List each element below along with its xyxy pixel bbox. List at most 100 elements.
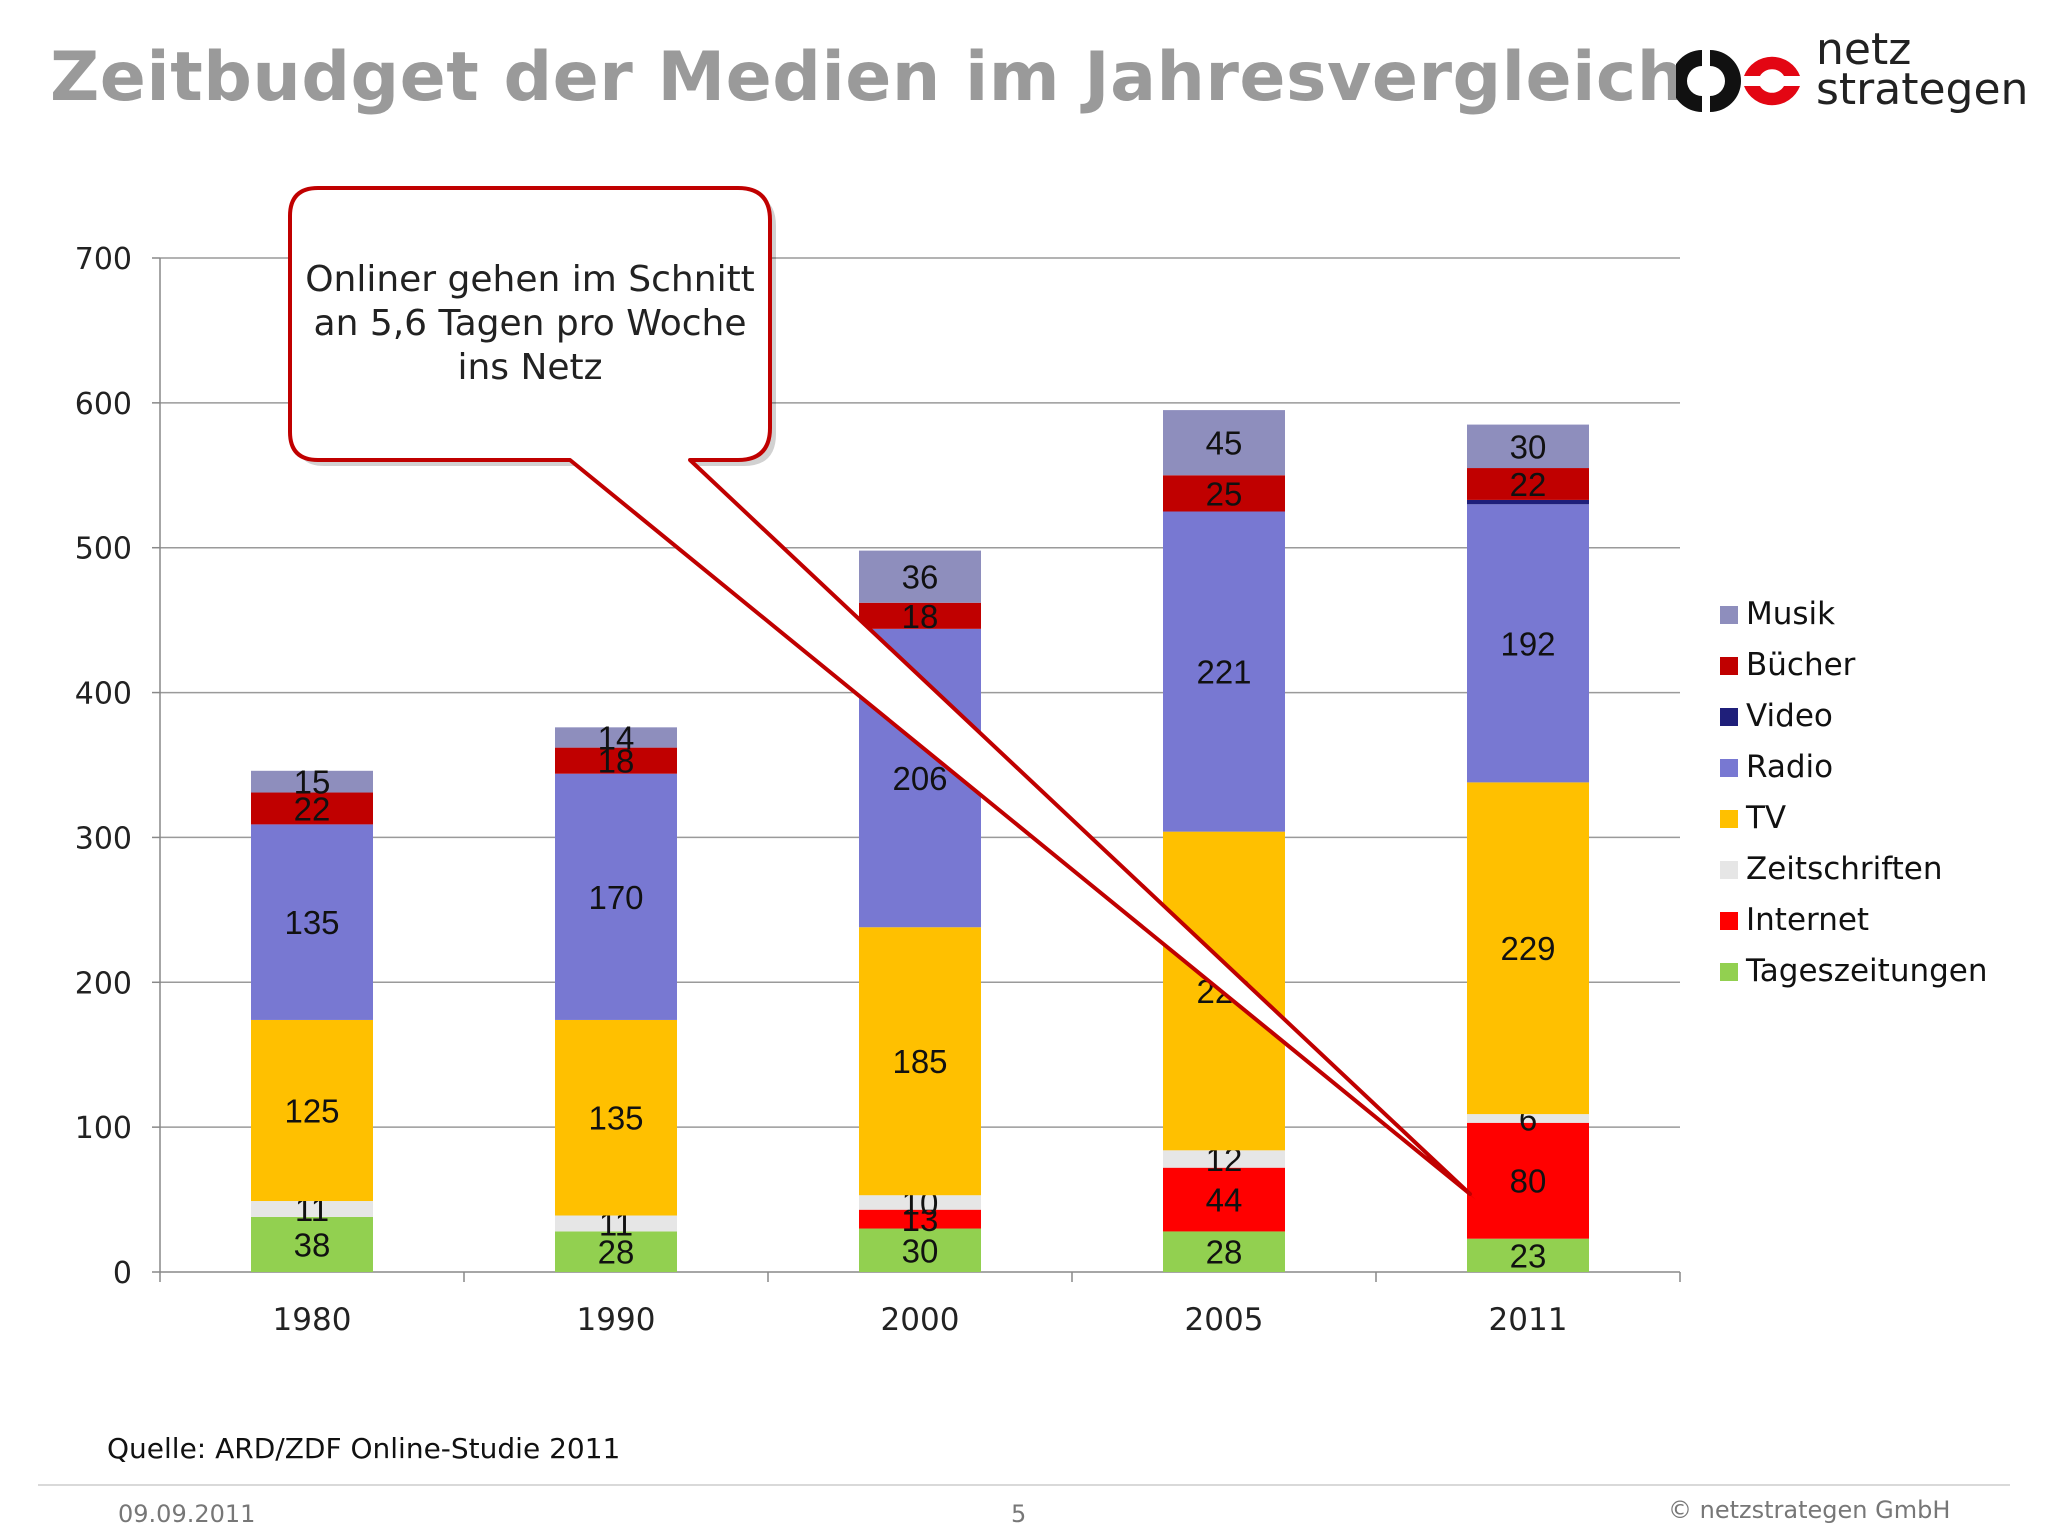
bar-radio-1980 xyxy=(251,824,373,1020)
legend-swatch xyxy=(1720,708,1738,726)
data-label: 28 xyxy=(1206,1234,1243,1271)
data-label: 135 xyxy=(588,1100,643,1137)
legend-label: Musik xyxy=(1746,596,1835,632)
logo-line1: netz xyxy=(1816,24,1912,75)
legend-label: Zeitschriften xyxy=(1746,851,1943,887)
legend-label: Tageszeitungen xyxy=(1745,953,1988,989)
data-label: 221 xyxy=(1196,654,1251,691)
page-title: Zeitbudget der Medien im Jahresvergleich xyxy=(50,38,1686,117)
data-label: 15 xyxy=(294,764,331,801)
logo: netz strategen xyxy=(1671,28,2028,126)
y-tick-label: 100 xyxy=(75,1111,132,1146)
data-label: 44 xyxy=(1206,1182,1243,1219)
y-tick-label: 400 xyxy=(75,677,132,712)
data-label: 14 xyxy=(598,719,635,756)
y-tick-label: 0 xyxy=(113,1256,132,1291)
bar-zeitschriften-1990 xyxy=(555,1215,677,1232)
bar-video-2011 xyxy=(1467,499,1589,505)
data-label: 25 xyxy=(1206,475,1243,512)
data-label: 22 xyxy=(294,790,331,827)
callout-bubble xyxy=(288,186,1472,1196)
x-tick-label: 2005 xyxy=(1185,1302,1264,1338)
bar-tv-1980 xyxy=(251,1019,373,1202)
bar-bücher-1990 xyxy=(555,747,677,774)
stacked-bar-chart: 0100200300400500600700381112513522151980… xyxy=(75,186,1988,1338)
bar-bücher-2005 xyxy=(1163,475,1285,512)
bar-musik-2005 xyxy=(1163,410,1285,476)
legend-label: Radio xyxy=(1746,749,1833,785)
data-label: 125 xyxy=(284,1092,339,1129)
bar-tageszeitungen-2005 xyxy=(1163,1231,1285,1272)
legend-label: TV xyxy=(1745,800,1786,836)
data-label: 30 xyxy=(902,1232,939,1269)
y-tick-label: 200 xyxy=(75,966,132,1001)
footer-divider xyxy=(38,1484,2010,1486)
bar-musik-1990 xyxy=(555,727,677,748)
bar-zeitschriften-2005 xyxy=(1163,1150,1285,1168)
x-tick-label: 1990 xyxy=(577,1302,656,1338)
y-tick-label: 600 xyxy=(75,387,132,422)
footer-date: 09.09.2011 xyxy=(118,1500,256,1528)
data-label: 18 xyxy=(598,743,635,780)
footer-copyright: © netzstrategen GmbH xyxy=(1668,1496,1951,1524)
bar-bücher-1980 xyxy=(251,792,373,825)
x-tick-label: 2000 xyxy=(881,1302,960,1338)
data-label: 80 xyxy=(1510,1163,1547,1200)
bar-bücher-2011 xyxy=(1467,468,1589,500)
source-note: Quelle: ARD/ZDF Online-Studie 2011 xyxy=(107,1432,621,1465)
data-label: 135 xyxy=(284,904,339,941)
bar-zeitschriften-2011 xyxy=(1467,1114,1589,1123)
data-label: 30 xyxy=(1510,428,1547,465)
legend-swatch xyxy=(1720,861,1738,879)
data-label: 192 xyxy=(1500,625,1555,662)
legend-label: Video xyxy=(1746,698,1833,734)
data-label: 185 xyxy=(892,1043,947,1080)
bar-tv-2000 xyxy=(859,927,981,1196)
callout-text: Onliner gehen im Schnitt an 5,6 Tagen pr… xyxy=(305,259,755,388)
bar-bücher-2000 xyxy=(859,602,981,629)
bar-musik-2000 xyxy=(859,550,981,603)
data-label: 206 xyxy=(892,760,947,797)
bar-tageszeitungen-2000 xyxy=(859,1228,981,1272)
legend-label: Internet xyxy=(1746,902,1869,938)
data-label: 38 xyxy=(294,1226,331,1263)
bar-zeitschriften-2000 xyxy=(859,1195,981,1210)
legend-swatch xyxy=(1720,606,1738,624)
data-label: 45 xyxy=(1206,425,1243,462)
bar-tageszeitungen-1980 xyxy=(251,1216,373,1272)
logo-line2: strategen xyxy=(1816,64,2029,115)
bar-internet-2000 xyxy=(859,1209,981,1229)
legend-label: Bücher xyxy=(1746,647,1856,683)
x-tick-label: 2011 xyxy=(1489,1302,1568,1338)
legend-swatch xyxy=(1720,657,1738,675)
y-tick-label: 500 xyxy=(75,532,132,567)
bar-internet-2011 xyxy=(1467,1122,1589,1239)
bar-musik-1980 xyxy=(251,770,373,793)
legend-swatch xyxy=(1720,912,1738,930)
bar-radio-2005 xyxy=(1163,511,1285,832)
data-label: 36 xyxy=(902,559,939,596)
y-tick-label: 300 xyxy=(75,821,132,856)
legend-swatch xyxy=(1720,759,1738,777)
y-tick-label: 700 xyxy=(75,242,132,277)
data-label: 28 xyxy=(598,1234,635,1271)
bar-tageszeitungen-1990 xyxy=(555,1231,677,1272)
bar-musik-2011 xyxy=(1467,424,1589,469)
bar-internet-2005 xyxy=(1163,1167,1285,1232)
bar-tv-1990 xyxy=(555,1019,677,1216)
x-tick-label: 1980 xyxy=(273,1302,352,1338)
logo-text: netz strategen xyxy=(1816,24,2029,115)
data-label: 18 xyxy=(902,598,939,635)
bar-tageszeitungen-2011 xyxy=(1467,1238,1589,1272)
data-label: 229 xyxy=(1500,930,1555,967)
bar-zeitschriften-1980 xyxy=(251,1201,373,1217)
legend-swatch xyxy=(1720,963,1738,981)
page-number: 5 xyxy=(1011,1500,1027,1528)
legend-swatch xyxy=(1720,810,1738,828)
bar-radio-1990 xyxy=(555,773,677,1020)
data-label: 170 xyxy=(588,879,643,916)
data-label: 22 xyxy=(1510,466,1547,503)
bar-radio-2011 xyxy=(1467,504,1589,783)
data-label: 23 xyxy=(1510,1237,1547,1274)
logo-mark-icon xyxy=(1671,50,1800,112)
